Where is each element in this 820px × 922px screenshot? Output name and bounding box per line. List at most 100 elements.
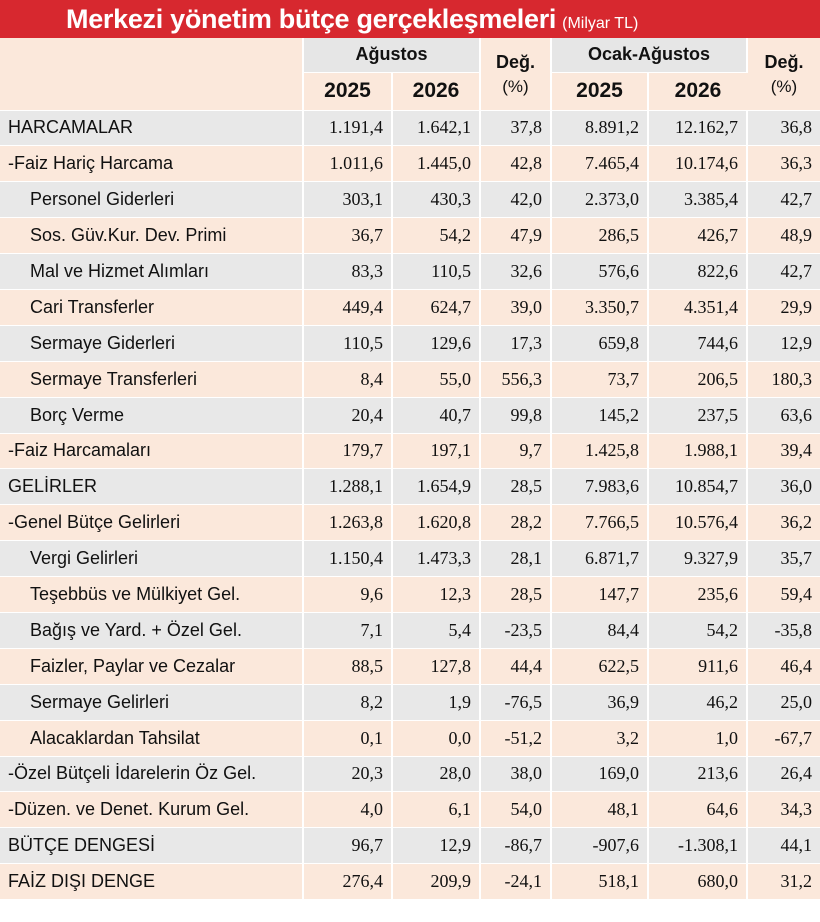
cell-month-change: -76,5	[480, 684, 552, 721]
cell-month-2026: 0,0	[392, 720, 481, 757]
cell-ytd-2026: 237,5	[648, 397, 748, 434]
cell-ytd-change: 59,4	[747, 576, 820, 613]
cell-month-2025: 7,1	[303, 612, 393, 649]
cell-month-2026: 127,8	[392, 648, 481, 685]
row-label: Borç Verme	[0, 397, 304, 434]
header-group-ytd: Ocak-Ağustos	[551, 38, 748, 73]
cell-ytd-change: 48,9	[747, 217, 820, 255]
cell-month-2026: 40,7	[392, 397, 481, 434]
cell-ytd-change: 36,8	[747, 110, 820, 147]
cell-ytd-change: 36,3	[747, 145, 820, 183]
cell-month-2026: 1.620,8	[392, 504, 481, 542]
header-change-ytd: Değ. (%)	[747, 38, 820, 111]
cell-month-2025: 1.011,6	[303, 145, 393, 183]
cell-ytd-2026: 10.174,6	[648, 145, 748, 183]
header-year-month-a: 2025	[303, 72, 393, 111]
row-label: Faizler, Paylar ve Cezalar	[0, 648, 304, 685]
table-row: Sermaye Gelirleri 8,2 1,9 -76,5 36,9 46,2 25,0	[0, 684, 820, 721]
table-row: Personel Giderleri 303,1 430,3 42,0 2.373,0 3…	[0, 181, 820, 219]
cell-month-2026: 110,5	[392, 253, 481, 290]
row-label: Teşebbüs ve Mülkiyet Gel.	[0, 576, 304, 613]
cell-ytd-2025: 3.350,7	[551, 289, 649, 326]
cell-ytd-change: 31,2	[747, 863, 820, 901]
row-label: Bağış ve Yard. + Özel Gel.	[0, 612, 304, 649]
header-row-years: 2025 2026 2025 2026	[0, 72, 820, 111]
cell-month-2025: 1.288,1	[303, 468, 393, 506]
cell-ytd-2025: -907,6	[551, 827, 649, 865]
cell-ytd-2025: 7.983,6	[551, 468, 649, 506]
cell-ytd-2026: 744,6	[648, 325, 748, 362]
cell-ytd-2026: -1.308,1	[648, 827, 748, 865]
cell-month-2025: 1.263,8	[303, 504, 393, 542]
change-unit: (%)	[502, 77, 529, 96]
header-row-groups: Ağustos Değ. (%) Ocak-Ağustos Değ. (%)	[0, 38, 820, 111]
cell-ytd-2026: 911,6	[648, 648, 748, 685]
cell-ytd-2025: 145,2	[551, 397, 649, 434]
table-row: -Genel Bütçe Gelirleri 1.263,8 1.620,8 28,2…	[0, 504, 820, 542]
cell-month-change: 17,3	[480, 325, 552, 362]
cell-ytd-2026: 9.327,9	[648, 540, 748, 578]
cell-ytd-change: 34,3	[747, 791, 820, 829]
cell-ytd-2026: 54,2	[648, 612, 748, 649]
table-title: Merkezi yönetim bütçe gerçekleşmeleri	[66, 4, 557, 34]
cell-ytd-change: 36,0	[747, 468, 820, 506]
cell-month-2025: 20,4	[303, 397, 393, 434]
cell-ytd-2025: 7.766,5	[551, 504, 649, 542]
cell-ytd-change: 12,9	[747, 325, 820, 362]
cell-month-2025: 303,1	[303, 181, 393, 219]
cell-month-2025: 36,7	[303, 217, 393, 255]
change-unit: (%)	[770, 77, 798, 96]
cell-month-change: -24,1	[480, 863, 552, 901]
cell-month-2026: 209,9	[392, 863, 481, 901]
cell-month-2026: 1.642,1	[392, 110, 481, 147]
cell-ytd-2026: 10.576,4	[648, 504, 748, 542]
table-row: HARCAMALAR 1.191,4 1.642,1 37,8 8.891,2 12.16…	[0, 110, 820, 147]
cell-ytd-2026: 426,7	[648, 217, 748, 255]
cell-month-change: 44,4	[480, 648, 552, 685]
cell-month-change: 47,9	[480, 217, 552, 255]
row-label: Alacaklardan Tahsilat	[0, 720, 304, 757]
row-label: Sermaye Giderleri	[0, 325, 304, 362]
cell-month-2026: 6,1	[392, 791, 481, 829]
cell-month-change: 28,1	[480, 540, 552, 578]
table-row: FAİZ DIŞI DENGE 276,4 209,9 -24,1 518,1 680,0…	[0, 863, 820, 901]
row-label: Sos. Güv.Kur. Dev. Primi	[0, 217, 304, 255]
cell-ytd-2025: 147,7	[551, 576, 649, 613]
row-label: GELİRLER	[0, 468, 304, 506]
cell-ytd-2025: 169,0	[551, 756, 649, 793]
cell-ytd-2026: 206,5	[648, 361, 748, 398]
cell-ytd-change: 46,4	[747, 648, 820, 685]
table-row: Borç Verme 20,4 40,7 99,8 145,2 237,5 63,6	[0, 397, 820, 434]
cell-month-2025: 0,1	[303, 720, 393, 757]
cell-month-change: 42,0	[480, 181, 552, 219]
cell-ytd-2026: 10.854,7	[648, 468, 748, 506]
table-row: -Düzen. ve Denet. Kurum Gel. 4,0 6,1 54,0 48…	[0, 791, 820, 829]
row-label: Personel Giderleri	[0, 181, 304, 219]
cell-month-2026: 129,6	[392, 325, 481, 362]
cell-month-change: 54,0	[480, 791, 552, 829]
cell-ytd-2026: 235,6	[648, 576, 748, 613]
cell-month-change: 28,5	[480, 468, 552, 506]
cell-month-2025: 1.191,4	[303, 110, 393, 147]
cell-month-2026: 624,7	[392, 289, 481, 326]
cell-ytd-2025: 7.465,4	[551, 145, 649, 183]
cell-ytd-change: 29,9	[747, 289, 820, 326]
table-row: Alacaklardan Tahsilat 0,1 0,0 -51,2 3,2 1,0 -6…	[0, 720, 820, 757]
cell-ytd-change: 25,0	[747, 684, 820, 721]
change-label: Değ.	[764, 52, 804, 72]
cell-ytd-change: 36,2	[747, 504, 820, 542]
cell-month-2025: 83,3	[303, 253, 393, 290]
cell-ytd-change: 180,3	[747, 361, 820, 398]
table-row: -Faiz Hariç Harcama 1.011,6 1.445,0 42,8 7.4…	[0, 145, 820, 183]
cell-ytd-2026: 1,0	[648, 720, 748, 757]
cell-month-change: 28,5	[480, 576, 552, 613]
cell-month-change: 42,8	[480, 145, 552, 183]
table-row: Sermaye Giderleri 110,5 129,6 17,3 659,8 744,…	[0, 325, 820, 362]
row-label: -Genel Bütçe Gelirleri	[0, 504, 304, 542]
cell-ytd-change: 44,1	[747, 827, 820, 865]
row-label: Vergi Gelirleri	[0, 540, 304, 578]
cell-month-2025: 8,4	[303, 361, 393, 398]
cell-ytd-2026: 680,0	[648, 863, 748, 901]
table-row: -Faiz Harcamaları 179,7 197,1 9,7 1.425,8 1.9…	[0, 433, 820, 470]
